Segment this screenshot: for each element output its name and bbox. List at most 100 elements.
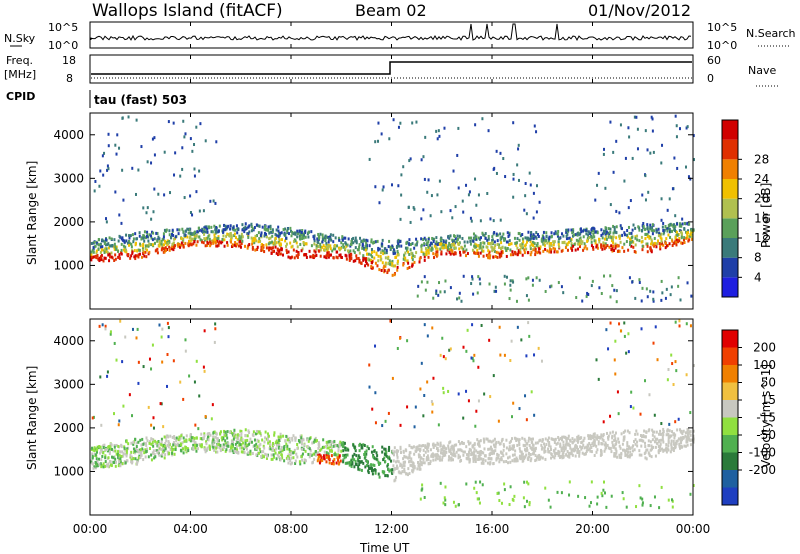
velocity-cell xyxy=(516,443,519,447)
velocity-cell xyxy=(119,450,122,454)
velocity-cell xyxy=(178,435,181,439)
velocity-cell xyxy=(213,430,216,434)
velocity-cell xyxy=(318,453,321,457)
velocity-cell xyxy=(113,461,116,465)
velocity-cell xyxy=(374,421,377,425)
power-cell xyxy=(474,234,477,238)
power-cell xyxy=(540,239,543,243)
velocity-cell xyxy=(118,453,121,457)
power-cell xyxy=(189,194,192,198)
power-colorbar-segment xyxy=(722,198,738,219)
velocity-cell xyxy=(617,412,620,416)
velocity-cell xyxy=(565,453,568,457)
velocity-cell xyxy=(503,488,506,492)
power-cell xyxy=(277,225,280,229)
power-cell xyxy=(643,227,646,231)
power-cell xyxy=(454,251,457,255)
power-cell xyxy=(458,291,461,295)
velocity-cell xyxy=(360,446,363,450)
velocity-cell xyxy=(99,445,102,449)
velocity-cell xyxy=(680,436,683,440)
velocity-cell xyxy=(93,449,96,453)
power-cell xyxy=(376,239,379,243)
velocity-cell xyxy=(362,461,365,465)
power-cell xyxy=(207,234,210,238)
velocity-cell xyxy=(325,445,328,449)
power-cell xyxy=(259,234,262,238)
velocity-cell xyxy=(509,485,512,489)
velocity-cell xyxy=(337,449,340,453)
velocity-cell xyxy=(589,443,592,447)
velocity-cell xyxy=(170,445,173,449)
velocity-cell xyxy=(342,460,345,464)
velocity-cell xyxy=(372,455,375,459)
velocity-cell xyxy=(670,434,673,438)
power-cell xyxy=(645,242,648,246)
velocity-cell xyxy=(98,445,101,449)
power-cell xyxy=(542,238,545,242)
power-cell xyxy=(602,231,605,235)
velocity-cell xyxy=(600,441,603,445)
velocity-cell xyxy=(515,458,518,462)
power-cell xyxy=(579,238,582,242)
power-cell xyxy=(479,251,482,255)
velocity-cell xyxy=(644,441,647,445)
velocity-cell xyxy=(627,454,630,458)
velocity-cell xyxy=(471,357,474,361)
power-cell xyxy=(531,283,534,287)
velocity-cell xyxy=(527,439,530,443)
power-cell xyxy=(606,244,609,248)
velocity-cell xyxy=(432,376,435,380)
velocity-cell xyxy=(568,455,571,459)
velocity-cell xyxy=(348,463,351,467)
velocity-cell xyxy=(627,350,630,354)
power-cell xyxy=(325,245,328,249)
velocity-cell xyxy=(628,455,631,459)
velocity-cell xyxy=(614,438,617,442)
velocity-cell xyxy=(571,437,574,441)
velocity-cell xyxy=(418,455,421,459)
power-cell xyxy=(304,231,307,235)
velocity-cell xyxy=(312,440,315,444)
power-cell xyxy=(344,241,347,245)
velocity-cell xyxy=(421,487,424,491)
velocity-cell xyxy=(373,463,376,467)
power-ytick-label: 4000 xyxy=(53,128,84,142)
power-cell xyxy=(257,231,260,235)
velocity-cell xyxy=(473,454,476,458)
velocity-cell xyxy=(536,441,539,445)
power-cell xyxy=(384,247,387,251)
velocity-cell xyxy=(672,383,675,387)
velocity-cell xyxy=(373,449,376,453)
power-cell xyxy=(361,242,364,246)
velocity-cell xyxy=(498,499,501,503)
power-cell xyxy=(666,229,669,233)
power-cell xyxy=(291,255,294,259)
velocity-cell xyxy=(509,439,512,443)
velocity-cell xyxy=(160,335,163,339)
power-cell xyxy=(675,230,678,234)
velocity-cell xyxy=(230,444,233,448)
power-cell xyxy=(463,240,466,244)
velocity-cell xyxy=(224,434,227,438)
power-cell xyxy=(674,224,677,228)
power-cell xyxy=(432,239,435,243)
velocity-cell xyxy=(424,450,427,454)
power-cell xyxy=(244,222,247,226)
velocity-cell xyxy=(261,454,264,458)
power-cell xyxy=(457,186,460,190)
velocity-cell xyxy=(430,453,433,457)
velocity-cell xyxy=(330,454,333,458)
velocity-cell xyxy=(549,505,552,509)
velocity-cell xyxy=(133,449,136,453)
velocity-cell xyxy=(381,424,384,428)
power-cell xyxy=(282,253,285,257)
power-cell xyxy=(250,229,253,233)
velocity-cell xyxy=(221,438,224,442)
velocity-cell xyxy=(242,441,245,445)
power-cell xyxy=(400,173,403,177)
power-cell xyxy=(525,212,528,216)
power-cell xyxy=(374,240,377,244)
power-cell xyxy=(423,258,426,262)
velocity-cell xyxy=(571,440,574,444)
